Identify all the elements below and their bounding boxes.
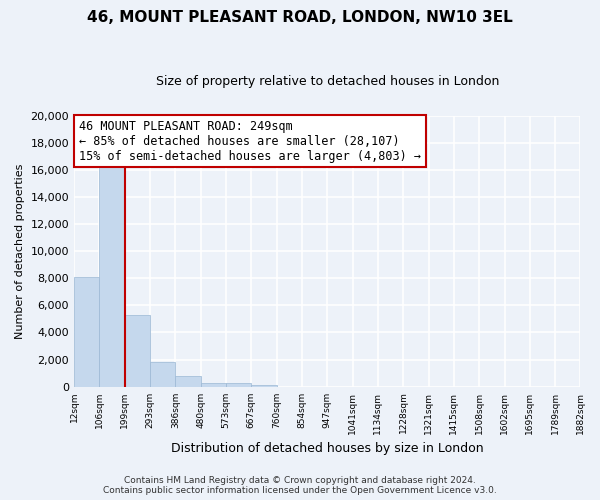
Text: 46, MOUNT PLEASANT ROAD, LONDON, NW10 3EL: 46, MOUNT PLEASANT ROAD, LONDON, NW10 3E… <box>87 10 513 25</box>
Bar <box>226 384 251 386</box>
Text: 46 MOUNT PLEASANT ROAD: 249sqm
← 85% of detached houses are smaller (28,107)
15%: 46 MOUNT PLEASANT ROAD: 249sqm ← 85% of … <box>79 120 421 162</box>
Y-axis label: Number of detached properties: Number of detached properties <box>15 164 25 339</box>
X-axis label: Distribution of detached houses by size in London: Distribution of detached houses by size … <box>171 442 484 455</box>
Bar <box>200 382 226 386</box>
Bar <box>175 376 200 386</box>
Bar <box>251 384 277 386</box>
Bar <box>150 362 175 386</box>
Bar <box>125 315 150 386</box>
Bar <box>74 277 100 386</box>
Bar <box>100 163 125 386</box>
Text: Contains HM Land Registry data © Crown copyright and database right 2024.
Contai: Contains HM Land Registry data © Crown c… <box>103 476 497 495</box>
Title: Size of property relative to detached houses in London: Size of property relative to detached ho… <box>155 75 499 88</box>
